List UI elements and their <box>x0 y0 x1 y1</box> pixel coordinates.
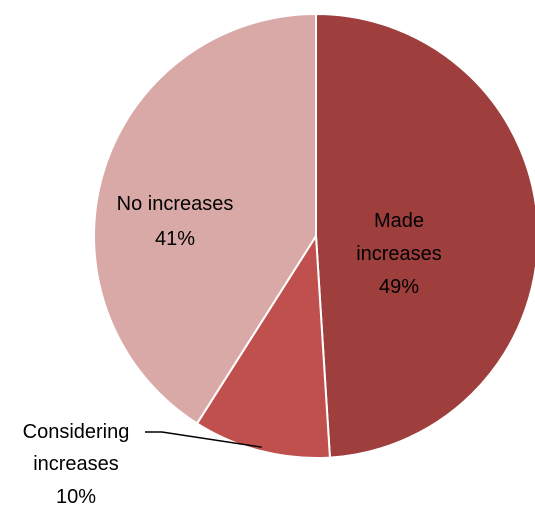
pie-slice-no-increases <box>93 12 317 425</box>
data-label-made-increases: Made increases 49% <box>356 210 442 298</box>
data-label-category-no-increases: No increases <box>117 193 234 215</box>
data-label-category-made-increases-line-2: increases <box>356 243 442 265</box>
data-label-percent-made-increases: 49% <box>379 276 419 298</box>
data-label-considering-increases: Considering increases 10% <box>23 421 130 508</box>
data-label-no-increases: No increases 41% <box>117 193 234 250</box>
data-label-category-made-increases-line-1: Made <box>374 210 424 232</box>
data-label-category-considering-increases-line-2: increases <box>33 453 119 475</box>
pie-slice-made-increases <box>315 12 535 459</box>
data-label-percent-considering-increases: 10% <box>56 486 96 508</box>
leader-line-considering-increases <box>145 431 262 448</box>
pie-slice-considering-increases <box>195 232 331 459</box>
data-label-category-considering-increases-line-1: Considering <box>23 421 130 443</box>
data-label-percent-no-increases: 41% <box>155 228 195 250</box>
